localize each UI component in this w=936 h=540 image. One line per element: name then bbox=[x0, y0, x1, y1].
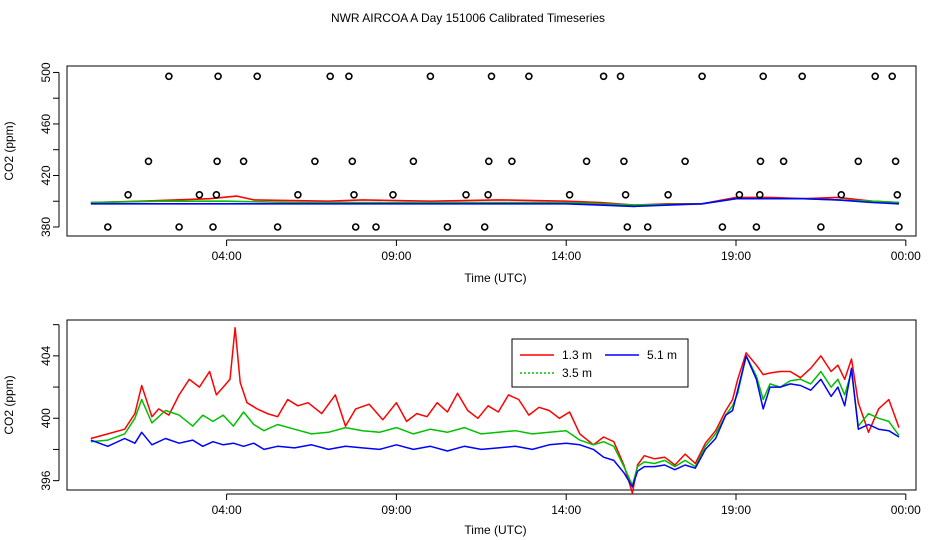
calibration-point bbox=[621, 191, 630, 199]
y-tick-label: 420 bbox=[39, 165, 53, 185]
calibration-point bbox=[755, 191, 764, 199]
x-tick-label: 04:00 bbox=[212, 249, 242, 263]
calibration-point bbox=[175, 223, 183, 231]
calibration-point bbox=[735, 191, 744, 199]
calibration-point bbox=[487, 72, 496, 81]
calibration-point bbox=[565, 191, 574, 199]
calibration-point bbox=[620, 157, 628, 166]
calibration-point bbox=[273, 223, 282, 231]
y-tick-label: 380 bbox=[39, 217, 53, 237]
y-tick-label: 396 bbox=[39, 470, 53, 490]
calibration-point bbox=[195, 191, 204, 199]
calibration-point bbox=[144, 157, 153, 166]
x-tick-label: 00:00 bbox=[891, 249, 921, 263]
calibration-point bbox=[616, 72, 625, 81]
x-tick-label: 14:00 bbox=[551, 503, 581, 517]
calibration-point bbox=[759, 72, 768, 81]
calibration-point bbox=[409, 157, 418, 166]
calibration-point bbox=[326, 72, 335, 81]
calibration-point bbox=[351, 223, 360, 231]
calibration-point bbox=[891, 157, 900, 166]
calibration-point bbox=[462, 191, 470, 199]
plot-frame bbox=[66, 319, 917, 491]
calibration-point bbox=[372, 223, 380, 231]
calibration-point bbox=[837, 191, 846, 199]
x-axis-label: Time (UTC) bbox=[464, 271, 526, 285]
x-tick-label: 19:00 bbox=[721, 503, 751, 517]
calibration-point bbox=[389, 191, 397, 199]
calibration-point bbox=[484, 157, 493, 166]
legend-box bbox=[511, 338, 689, 388]
calibration-point bbox=[817, 223, 825, 231]
calibration-point bbox=[895, 223, 903, 231]
calibration-point bbox=[311, 157, 319, 166]
calibration-point bbox=[623, 223, 632, 231]
top-panel: 04:00 09:00 14:00 19:00 00:00 Time (UTC) 380 42… bbox=[2, 62, 921, 285]
series-line-5-1-m bbox=[90, 197, 900, 208]
calibration-point bbox=[525, 72, 533, 81]
x-axis-label: Time (UTC) bbox=[464, 523, 526, 537]
calibration-point bbox=[508, 157, 516, 166]
x-tick-label: 19:00 bbox=[721, 249, 751, 263]
y-tick-label: 404 bbox=[39, 346, 53, 366]
calibration-point bbox=[752, 223, 761, 231]
calibration-point bbox=[348, 157, 357, 166]
calibration-point bbox=[779, 157, 788, 166]
calibration-point bbox=[756, 157, 765, 166]
calibration-point bbox=[698, 72, 706, 81]
series-line-3-5-m bbox=[90, 355, 900, 487]
calibration-point bbox=[253, 72, 262, 81]
calibration-point bbox=[480, 223, 489, 231]
calibration-point bbox=[599, 72, 608, 81]
calibration-point bbox=[664, 191, 672, 199]
plot-frame bbox=[66, 65, 917, 237]
calibration-point bbox=[345, 72, 353, 81]
bottom-panel: 04:00 09:00 14:00 19:00 00:00 Time (UTC) 396 40… bbox=[2, 319, 921, 537]
x-tick-label: 14:00 bbox=[551, 249, 581, 263]
calibration-point bbox=[104, 223, 112, 231]
calibration-point bbox=[426, 72, 435, 81]
legend-label: 1.3 m bbox=[562, 348, 592, 362]
series-line-1-3-m bbox=[90, 327, 900, 494]
calibration-point bbox=[165, 72, 173, 81]
calibration-point bbox=[209, 223, 217, 231]
calibration-point bbox=[350, 191, 358, 199]
calibration-point bbox=[681, 157, 689, 166]
legend: 1.3 m 5.1 m 3.5 m bbox=[511, 338, 689, 388]
x-tick-label: 09:00 bbox=[381, 503, 411, 517]
y-tick-label: 500 bbox=[39, 62, 53, 82]
calibration-point bbox=[798, 72, 807, 81]
calibration-point bbox=[893, 191, 902, 199]
calibration-point bbox=[124, 191, 132, 199]
calibration-point bbox=[888, 72, 897, 81]
y-tick-label: 460 bbox=[39, 114, 53, 134]
calibration-point bbox=[643, 223, 652, 231]
calibration-point bbox=[294, 191, 302, 199]
calibration-point bbox=[484, 191, 492, 199]
calibration-point bbox=[854, 157, 863, 166]
calibration-point bbox=[871, 72, 880, 81]
y-axis-label: CO2 (ppm) bbox=[2, 121, 16, 180]
calibration-point bbox=[214, 72, 222, 81]
legend-label: 5.1 m bbox=[647, 348, 677, 362]
calibration-point bbox=[213, 157, 221, 166]
calibration-point bbox=[212, 191, 221, 199]
y-axis-label: CO2 (ppm) bbox=[2, 375, 16, 434]
x-tick-label: 04:00 bbox=[212, 503, 242, 517]
y-tick-label: 400 bbox=[39, 408, 53, 428]
calibration-point bbox=[545, 223, 554, 231]
legend-label: 3.5 m bbox=[562, 366, 592, 380]
series-line-5-1-m bbox=[90, 355, 900, 488]
calibration-point bbox=[443, 223, 452, 231]
page-title: NWR AIRCOA A Day 151006 Calibrated Times… bbox=[331, 11, 605, 25]
calibration-point bbox=[718, 223, 727, 231]
calibration-point bbox=[582, 157, 591, 166]
x-tick-label: 09:00 bbox=[381, 249, 411, 263]
calibration-point bbox=[239, 157, 248, 166]
x-tick-label: 00:00 bbox=[891, 503, 921, 517]
